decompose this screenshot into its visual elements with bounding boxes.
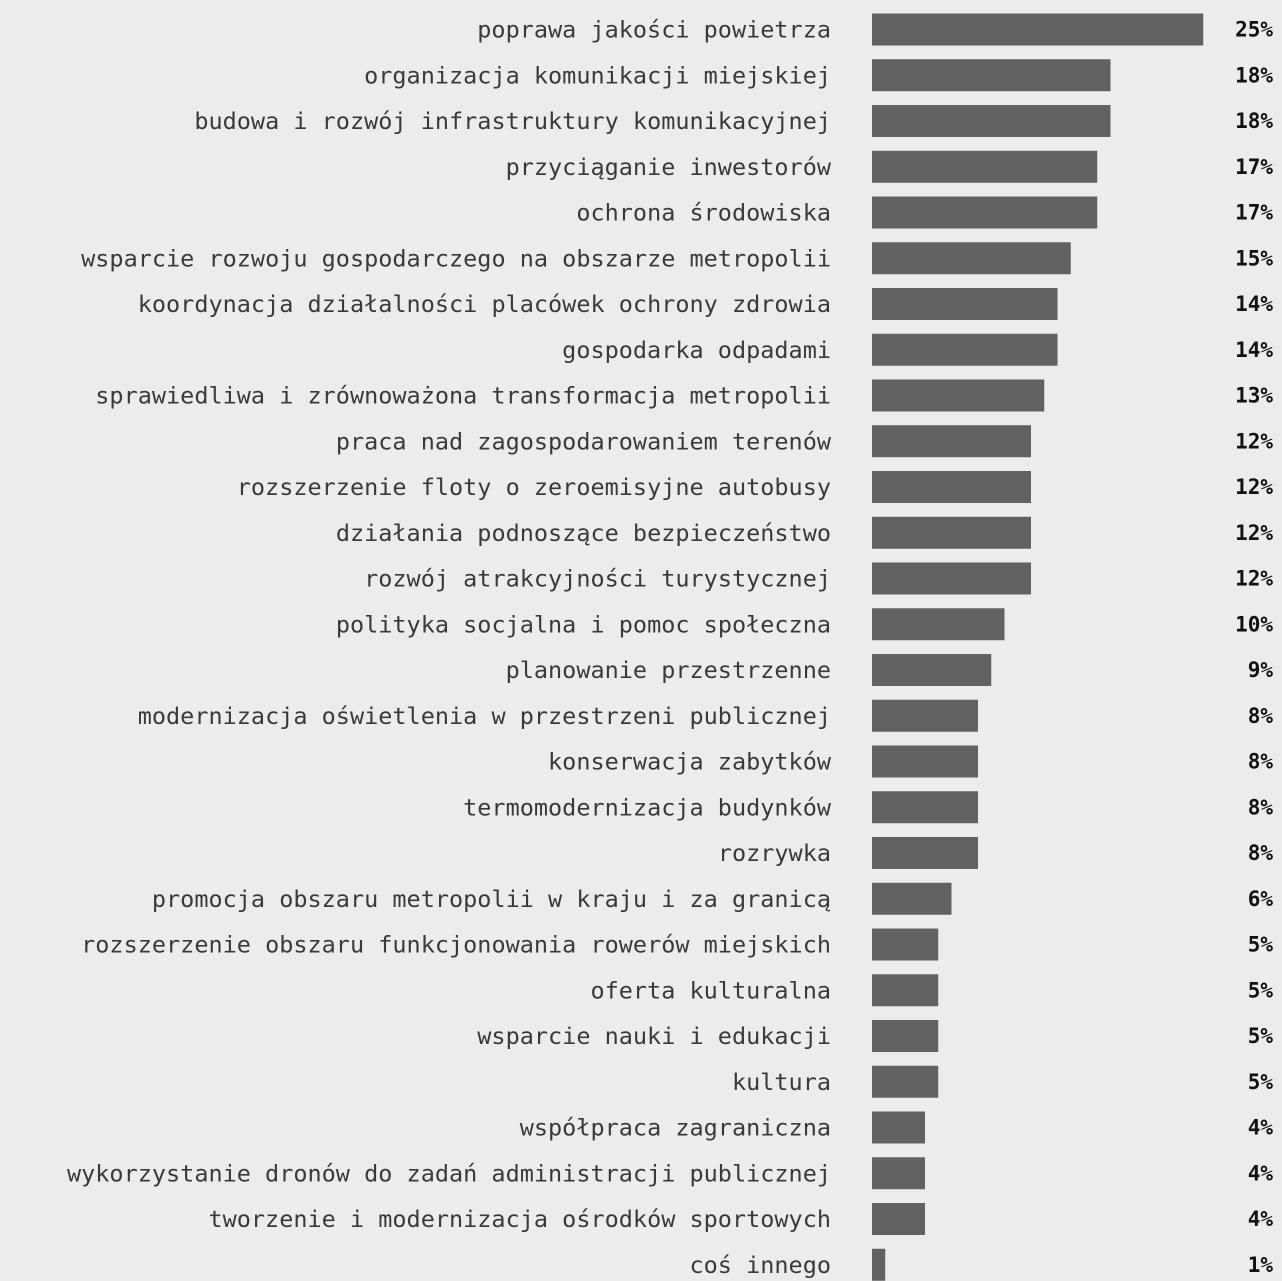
category-label: termomodernizacja budynków bbox=[463, 793, 832, 821]
category-label: wykorzystanie dronów do zadań administra… bbox=[67, 1159, 831, 1187]
value-label: 8% bbox=[1248, 704, 1274, 728]
bar bbox=[872, 242, 1071, 275]
category-label: planowanie przestrzenne bbox=[506, 656, 831, 684]
category-label: rozwój atrakcyjności turystycznej bbox=[364, 565, 831, 593]
bar bbox=[872, 150, 1098, 183]
bar bbox=[872, 1248, 886, 1281]
category-label: wsparcie nauki i edukacji bbox=[477, 1022, 831, 1050]
value-label: 8% bbox=[1248, 795, 1274, 819]
category-label: promocja obszaru metropolii w kraju i za… bbox=[152, 885, 831, 913]
bar bbox=[872, 791, 978, 824]
value-label: 17% bbox=[1235, 155, 1273, 179]
value-label: 8% bbox=[1248, 841, 1274, 865]
value-label: 9% bbox=[1248, 658, 1274, 682]
bar bbox=[872, 425, 1031, 458]
value-label: 5% bbox=[1248, 1070, 1274, 1094]
category-label: modernizacja oświetlenia w przestrzeni p… bbox=[138, 702, 831, 730]
value-label: 12% bbox=[1235, 429, 1273, 453]
value-label: 10% bbox=[1235, 612, 1273, 636]
value-label: 5% bbox=[1248, 1024, 1274, 1048]
bar bbox=[872, 974, 939, 1007]
value-label: 8% bbox=[1248, 750, 1274, 774]
value-label: 13% bbox=[1235, 384, 1273, 408]
bar bbox=[872, 562, 1031, 595]
value-label: 12% bbox=[1235, 475, 1273, 499]
value-label: 1% bbox=[1248, 1253, 1274, 1277]
bar bbox=[872, 105, 1111, 137]
category-label: sprawiedliwa i zrównoważona transformacj… bbox=[95, 382, 831, 410]
value-label: 5% bbox=[1248, 978, 1274, 1002]
value-label: 25% bbox=[1235, 18, 1273, 42]
category-label: ochrona środowiska bbox=[576, 199, 831, 227]
bar bbox=[872, 13, 1204, 46]
bar bbox=[872, 1065, 939, 1098]
category-label: współpraca zagraniczna bbox=[520, 1114, 831, 1142]
value-label: 4% bbox=[1248, 1207, 1274, 1231]
bar bbox=[872, 379, 1045, 412]
bar bbox=[872, 699, 978, 732]
value-label: 15% bbox=[1235, 246, 1273, 270]
category-label: budowa i rozwój infrastruktury komunikac… bbox=[194, 107, 831, 135]
value-label: 12% bbox=[1235, 567, 1273, 591]
category-label: coś innego bbox=[690, 1251, 831, 1279]
bar bbox=[872, 59, 1111, 92]
category-label: wsparcie rozwoju gospodarczego na obszar… bbox=[81, 244, 831, 272]
value-label: 6% bbox=[1248, 887, 1274, 911]
category-label: konserwacja zabytków bbox=[548, 748, 832, 776]
category-label: organizacja komunikacji miejskiej bbox=[364, 61, 831, 89]
value-label: 18% bbox=[1235, 63, 1273, 87]
category-label: gospodarka odpadami bbox=[562, 336, 831, 364]
category-label: praca nad zagospodarowaniem terenów bbox=[336, 427, 832, 455]
value-label: 14% bbox=[1235, 292, 1273, 316]
bar bbox=[872, 882, 952, 915]
category-label: koordynacja działalności placówek ochron… bbox=[138, 290, 831, 318]
category-label: rozszerzenie obszaru funkcjonowania rowe… bbox=[81, 931, 831, 959]
value-label: 12% bbox=[1235, 521, 1273, 545]
category-label: polityka socjalna i pomoc społeczna bbox=[336, 610, 831, 638]
bar bbox=[872, 196, 1098, 229]
bar bbox=[872, 333, 1058, 366]
bar bbox=[872, 837, 978, 869]
bar bbox=[872, 1157, 925, 1190]
bar bbox=[872, 471, 1031, 503]
value-label: 14% bbox=[1235, 338, 1273, 362]
bar bbox=[872, 928, 939, 961]
bar bbox=[872, 288, 1058, 320]
value-label: 5% bbox=[1248, 933, 1274, 957]
value-label: 4% bbox=[1248, 1116, 1274, 1140]
category-label: rozszerzenie floty o zeroemisyjne autobu… bbox=[237, 473, 831, 501]
bar bbox=[872, 654, 992, 686]
category-label: oferta kulturalna bbox=[590, 976, 831, 1004]
category-label: rozrywka bbox=[718, 839, 831, 867]
value-label: 4% bbox=[1248, 1161, 1274, 1185]
bar bbox=[872, 1020, 939, 1052]
category-label: kultura bbox=[732, 1068, 831, 1096]
bar bbox=[872, 745, 978, 778]
value-label: 18% bbox=[1235, 109, 1273, 133]
category-label: tworzenie i modernizacja ośrodków sporto… bbox=[208, 1205, 831, 1233]
bar bbox=[872, 1203, 925, 1235]
bar bbox=[872, 1111, 925, 1144]
category-label: przyciąganie inwestorów bbox=[506, 153, 832, 181]
value-label: 17% bbox=[1235, 201, 1273, 225]
category-label: działania podnoszące bezpieczeństwo bbox=[336, 519, 831, 547]
bar bbox=[872, 608, 1005, 641]
category-label: poprawa jakości powietrza bbox=[477, 16, 831, 44]
bar bbox=[872, 516, 1031, 549]
